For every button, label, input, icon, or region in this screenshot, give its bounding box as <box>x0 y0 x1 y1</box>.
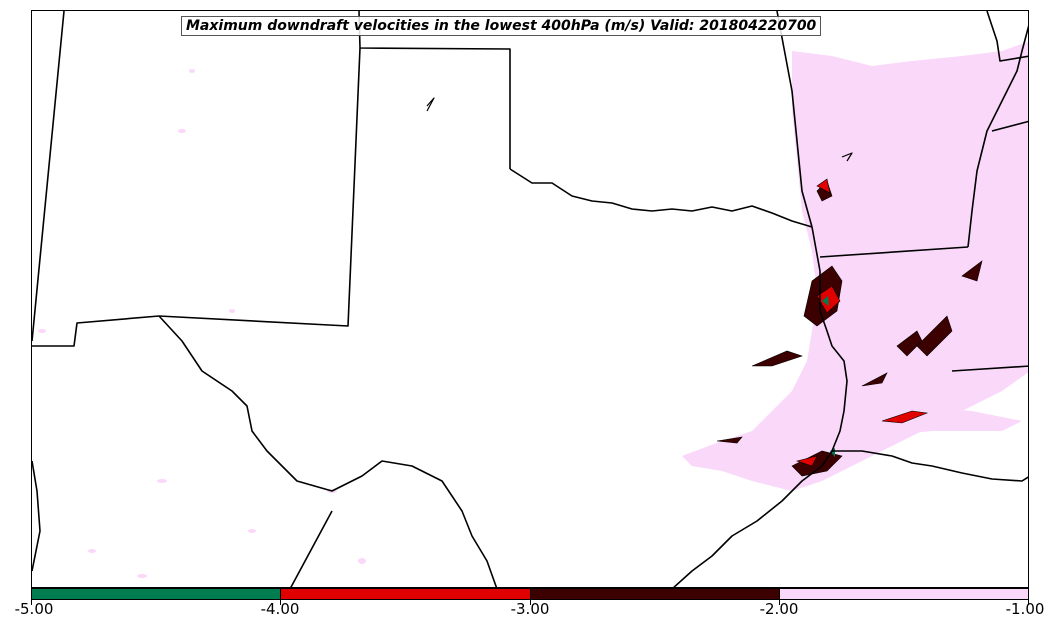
mx-coast <box>32 460 41 572</box>
strong-cell-2 <box>881 410 929 424</box>
weak-area-gulf-edge <box>852 406 1022 436</box>
extreme-cell-1 <box>822 296 829 306</box>
colorbar-segment-extreme <box>32 589 282 599</box>
mx-border-west <box>32 315 160 347</box>
red-river <box>509 168 813 228</box>
weak-speck-10 <box>189 69 195 73</box>
weak-speck-8 <box>137 574 147 578</box>
colorbar-tick <box>779 600 780 605</box>
colorbar-tick <box>31 600 32 605</box>
colorbar-tick-label: -2.00 <box>759 600 799 618</box>
weak-speck-4 <box>248 529 256 533</box>
cell-8 <box>716 436 743 444</box>
strong-cell-4 <box>795 455 818 467</box>
gulf-coast-texas <box>673 450 833 587</box>
mx-border-south <box>290 510 333 587</box>
colorbar-tick <box>280 600 281 605</box>
cell-5 <box>916 315 953 357</box>
ar-la-border <box>819 246 969 258</box>
map-panel <box>31 10 1029 588</box>
colorbar-tick-label: -3.00 <box>510 600 550 618</box>
mo-ar-top <box>986 11 1028 62</box>
weak-speck-6 <box>358 558 366 564</box>
ok-ar-border <box>776 11 813 228</box>
weak-downdraft-field <box>38 41 1028 578</box>
nm-tx-border <box>158 47 361 327</box>
map-canvas <box>32 11 1028 587</box>
colorbar <box>31 588 1029 600</box>
political-borders <box>32 11 1028 587</box>
colorbar-tick <box>1028 600 1029 605</box>
strong-cell-3 <box>816 178 831 194</box>
strong-cell-1 <box>816 285 841 314</box>
texas-rio-grande <box>158 315 498 587</box>
weak-speck-3 <box>157 479 167 483</box>
colorbar-tick-label: -5.00 <box>14 600 54 618</box>
weak-speck-9 <box>38 329 46 333</box>
colorbar-tick-label: -4.00 <box>260 600 300 618</box>
weak-area-ne <box>872 71 1012 191</box>
colorbar-segment-strong <box>281 589 531 599</box>
weak-speck-2 <box>229 309 235 313</box>
gulf-coast-la <box>832 450 1028 482</box>
cell-2 <box>751 350 803 367</box>
lake-2 <box>841 152 853 162</box>
colorbar-tick-label: -1.00 <box>1005 600 1045 618</box>
strong-downdraft-cells <box>795 178 929 467</box>
weak-speck-7 <box>88 549 96 553</box>
tn-ms-border <box>991 120 1028 132</box>
colorbar-tick <box>530 600 531 605</box>
cell-6 <box>961 260 983 282</box>
colorbar-segment-moderate <box>530 589 780 599</box>
tx-la-border <box>811 226 848 452</box>
map-title: Maximum downdraft velocities in the lowe… <box>181 16 822 36</box>
colorbar-segment-weak <box>779 589 1028 599</box>
nm-west-border <box>32 11 65 342</box>
cell-7 <box>861 372 888 387</box>
weak-speck-1 <box>178 129 186 133</box>
la-ms-border <box>951 365 1028 372</box>
lake-1 <box>426 97 435 112</box>
cell-3 <box>791 450 843 477</box>
